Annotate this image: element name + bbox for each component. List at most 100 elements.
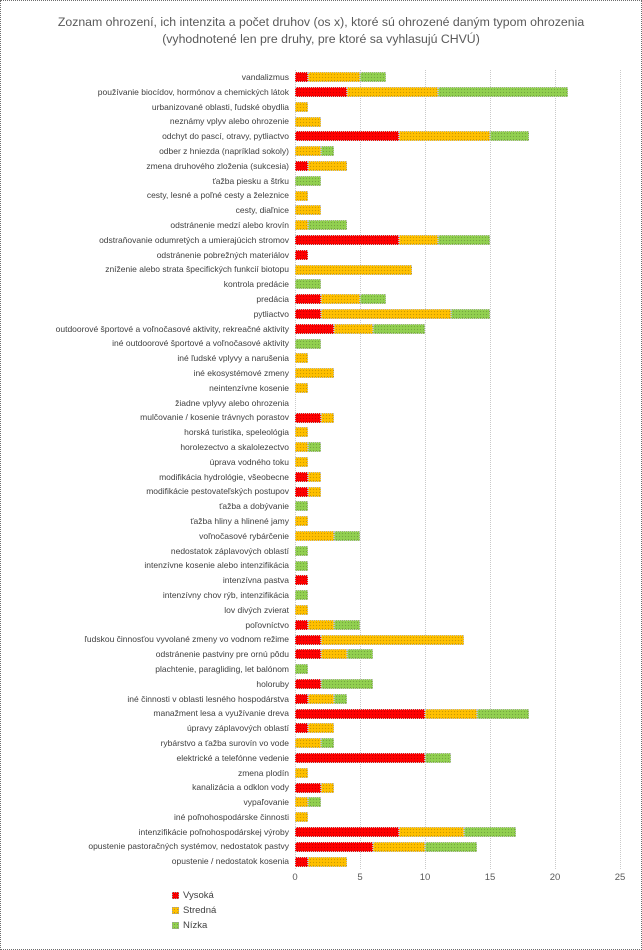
bar-segment-nízka	[321, 738, 334, 749]
bar-segment-stredná	[295, 353, 308, 364]
chart-row: úprava vodného toku	[1, 455, 641, 470]
category-label: opustenie / nedostatok kosenia	[171, 856, 289, 867]
bar-segment-stredná	[321, 649, 347, 660]
category-label: zmena druhového zloženia (sukcesia)	[146, 160, 289, 171]
chart-row: zmena plodín	[1, 765, 641, 780]
bar-segment-stredná	[321, 412, 334, 423]
chart-row: neintenzívne kosenie	[1, 381, 641, 396]
bar-stack	[295, 545, 308, 556]
category-label: zníženie alebo strata špecifických funkc…	[105, 264, 289, 275]
chart-row: vypaľovanie	[1, 795, 641, 810]
chart-row: kontrola predácie	[1, 277, 641, 292]
bar-stack	[295, 72, 386, 83]
bar-stack	[295, 826, 516, 837]
bar-segment-vysoká	[295, 249, 308, 260]
gridline	[555, 69, 556, 869]
bar-segment-stredná	[295, 383, 308, 394]
chart-row: odstránenie medzí alebo krovín	[1, 218, 641, 233]
bar-segment-stredná	[295, 604, 308, 615]
category-label: iné ekosystémové zmeny	[193, 367, 289, 378]
bar-stack	[295, 797, 321, 808]
bar-stack	[295, 131, 529, 142]
bar-stack	[295, 220, 347, 231]
bar-segment-nízka	[295, 664, 308, 675]
category-label: outdoorové športové a voľnočasové aktivi…	[55, 323, 289, 334]
chart-row: intenzifikácie poľnohospodárskej výroby	[1, 825, 641, 840]
bar-stack	[295, 279, 321, 290]
chart-row: iné ekosystémové zmeny	[1, 366, 641, 381]
bar-segment-stredná	[295, 457, 308, 468]
category-label: vandalizmus	[241, 72, 289, 83]
gridline	[425, 69, 426, 869]
bar-segment-stredná	[295, 264, 412, 275]
bar-segment-nízka	[334, 693, 347, 704]
bar-segment-nízka	[308, 442, 321, 453]
bar-segment-stredná	[295, 220, 308, 231]
bar-segment-vysoká	[295, 708, 425, 719]
plot-area: vandalizmus používanie biocídov, hormónov…	[1, 69, 641, 933]
bar-segment-stredná	[308, 161, 347, 172]
chart-row: ťažba hliny a hlinené jamy	[1, 514, 641, 529]
x-tick-label: 10	[419, 871, 431, 883]
bar-segment-nízka	[438, 235, 490, 246]
category-label: kontrola predácie	[223, 279, 289, 290]
chart-row: horolezectvo a skalolezectvo	[1, 440, 641, 455]
bar-segment-stredná	[321, 782, 334, 793]
category-label: lov divých zvierat	[224, 604, 289, 615]
bar-stack	[295, 752, 451, 763]
bar-stack	[295, 649, 373, 660]
bar-stack	[295, 457, 308, 468]
bar-stack	[295, 812, 308, 823]
x-axis-ticks: 0 5 10 15 20 25	[1, 872, 641, 885]
bar-stack	[295, 708, 529, 719]
category-label: neintenzívne kosenie	[209, 382, 289, 393]
bar-segment-vysoká	[295, 575, 308, 586]
category-label: ťažba piesku a štrku	[212, 175, 289, 186]
category-label: modifikácie pestovateľských postupov	[146, 486, 289, 497]
chart-row: zmena druhového zloženia (sukcesia)	[1, 159, 641, 174]
legend-swatch-icon	[172, 921, 179, 929]
category-label: ľudskou činnosťou vyvolané zmeny vo vodn…	[84, 634, 289, 645]
chart-row: žiadne vplyvy alebo ohrozenia	[1, 395, 641, 410]
chart-row: cesty, diaľnice	[1, 203, 641, 218]
category-label: intenzívna pastva	[222, 575, 289, 586]
bar-segment-nízka	[295, 590, 308, 601]
bar-stack	[295, 175, 321, 186]
x-tick-label: 25	[614, 871, 626, 883]
category-label: plachtenie, paragliding, let balónom	[155, 663, 289, 674]
bar-stack	[295, 235, 490, 246]
chart-rows: vandalizmus používanie biocídov, hormónov…	[1, 70, 641, 869]
chart-row: opustenie / nedostatok kosenia	[1, 854, 641, 869]
category-label: intenzifikácie poľnohospodárskej výroby	[138, 826, 289, 837]
bar-segment-nízka	[308, 220, 347, 231]
category-label: odchyt do pascí, otravy, pytliactvo	[162, 131, 289, 142]
bar-stack	[295, 486, 321, 497]
category-label: mulčovanie / kosenie trávnych porastov	[140, 412, 289, 423]
bar-segment-nízka	[451, 309, 490, 320]
bar-stack	[295, 723, 334, 734]
bar-stack	[295, 383, 308, 394]
category-label: odstraňovanie odumretých a umierajúcich …	[99, 234, 289, 245]
category-label: ťažba hliny a hlinené jamy	[190, 515, 289, 526]
bar-segment-nízka	[295, 501, 308, 512]
bar-segment-stredná	[308, 619, 334, 630]
category-label: odstránenie medzí alebo krovín	[170, 220, 289, 231]
bar-segment-vysoká	[295, 412, 321, 423]
bar-stack	[295, 264, 412, 275]
bar-stack	[295, 560, 308, 571]
bar-segment-vysoká	[295, 161, 308, 172]
chart-row: outdoorové športové a voľnočasové aktivi…	[1, 321, 641, 336]
bar-segment-stredná	[425, 708, 477, 719]
bar-segment-stredná	[334, 323, 373, 334]
bar-segment-stredná	[308, 471, 321, 482]
bar-segment-vysoká	[295, 693, 308, 704]
bar-stack	[295, 338, 321, 349]
bar-segment-stredná	[308, 723, 334, 734]
bar-segment-stredná	[295, 442, 308, 453]
bar-segment-stredná	[295, 101, 308, 112]
chart-row: mulčovanie / kosenie trávnych porastov	[1, 410, 641, 425]
gridline	[490, 69, 491, 869]
category-label: používanie biocídov, hormónov a chemický…	[97, 86, 289, 97]
bar-stack	[295, 205, 321, 216]
bar-segment-stredná	[295, 190, 308, 201]
